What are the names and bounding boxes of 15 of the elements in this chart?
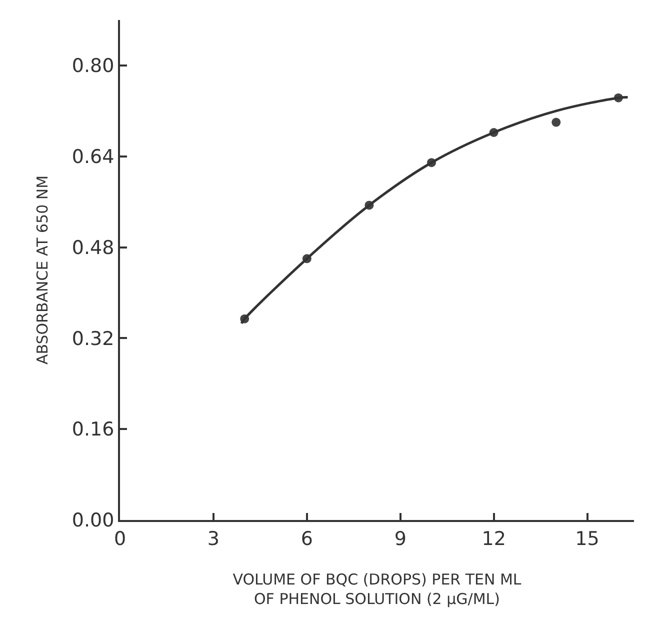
x-axis-title: VOLUME OF BQC (DROPS) PER TEN ML OF PHENOL SOLUTION (2 μG/ML) xyxy=(232,570,522,608)
y-tick-label: 0.48 xyxy=(72,236,114,259)
y-tick-label: 0.16 xyxy=(72,418,114,441)
x-tick-label: 12 xyxy=(482,528,506,550)
y-tick-label: 0.32 xyxy=(72,328,114,350)
x-tick-label: 15 xyxy=(575,528,600,550)
y-tick-label: 0.64 xyxy=(72,146,114,168)
x-tick-label: 3 xyxy=(207,528,220,550)
y-tick-label: 0.00 xyxy=(72,510,114,532)
x-tick-label: 6 xyxy=(300,528,313,550)
y-axis-title: ABSORBANCE AT 650 NM xyxy=(34,175,52,365)
x-tick-label: 0 xyxy=(114,528,126,550)
point xyxy=(552,118,561,127)
y-tick-label: 0.80 xyxy=(72,55,114,78)
x-tick-label: 9 xyxy=(394,528,406,550)
